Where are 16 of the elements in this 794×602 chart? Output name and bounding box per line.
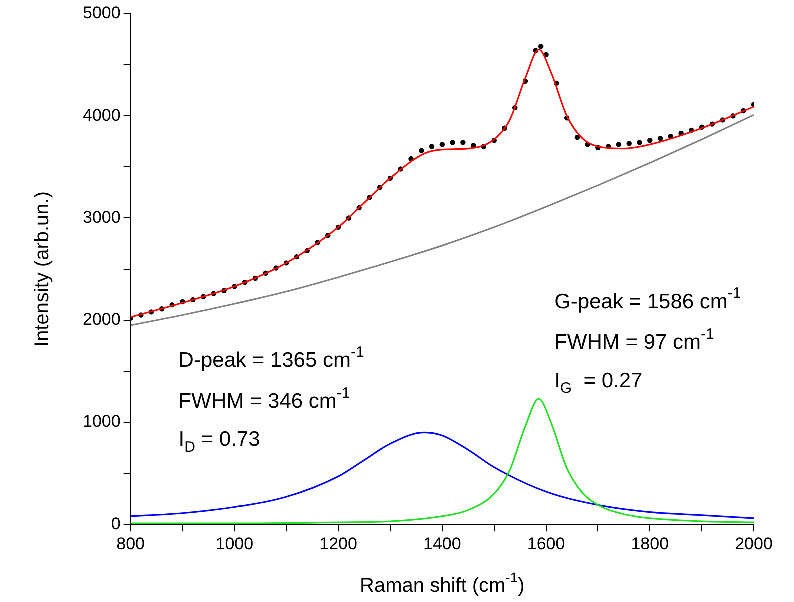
y-tick-label: 2000 <box>82 310 121 330</box>
x-tick-label: 1200 <box>320 534 358 554</box>
x-tick-label: 1800 <box>631 534 670 554</box>
y-tick-label: 4000 <box>82 106 121 125</box>
line-series <box>130 432 754 520</box>
y-tick-label: 3000 <box>82 208 121 227</box>
x-tick-label: 1000 <box>216 534 254 554</box>
x-tick-label: 2000 <box>735 534 773 554</box>
y-tick-label: 1000 <box>82 412 121 432</box>
y-tick-label: 5000 <box>82 4 121 23</box>
x-tick-label: 1400 <box>423 534 462 554</box>
y-axis-title: Intensity (arb.un.) <box>31 191 54 348</box>
x-tick-label: 800 <box>116 534 146 554</box>
x-tick-label: 1600 <box>527 534 566 554</box>
y-tick-label: 0 <box>111 514 121 534</box>
line-series <box>130 114 754 326</box>
